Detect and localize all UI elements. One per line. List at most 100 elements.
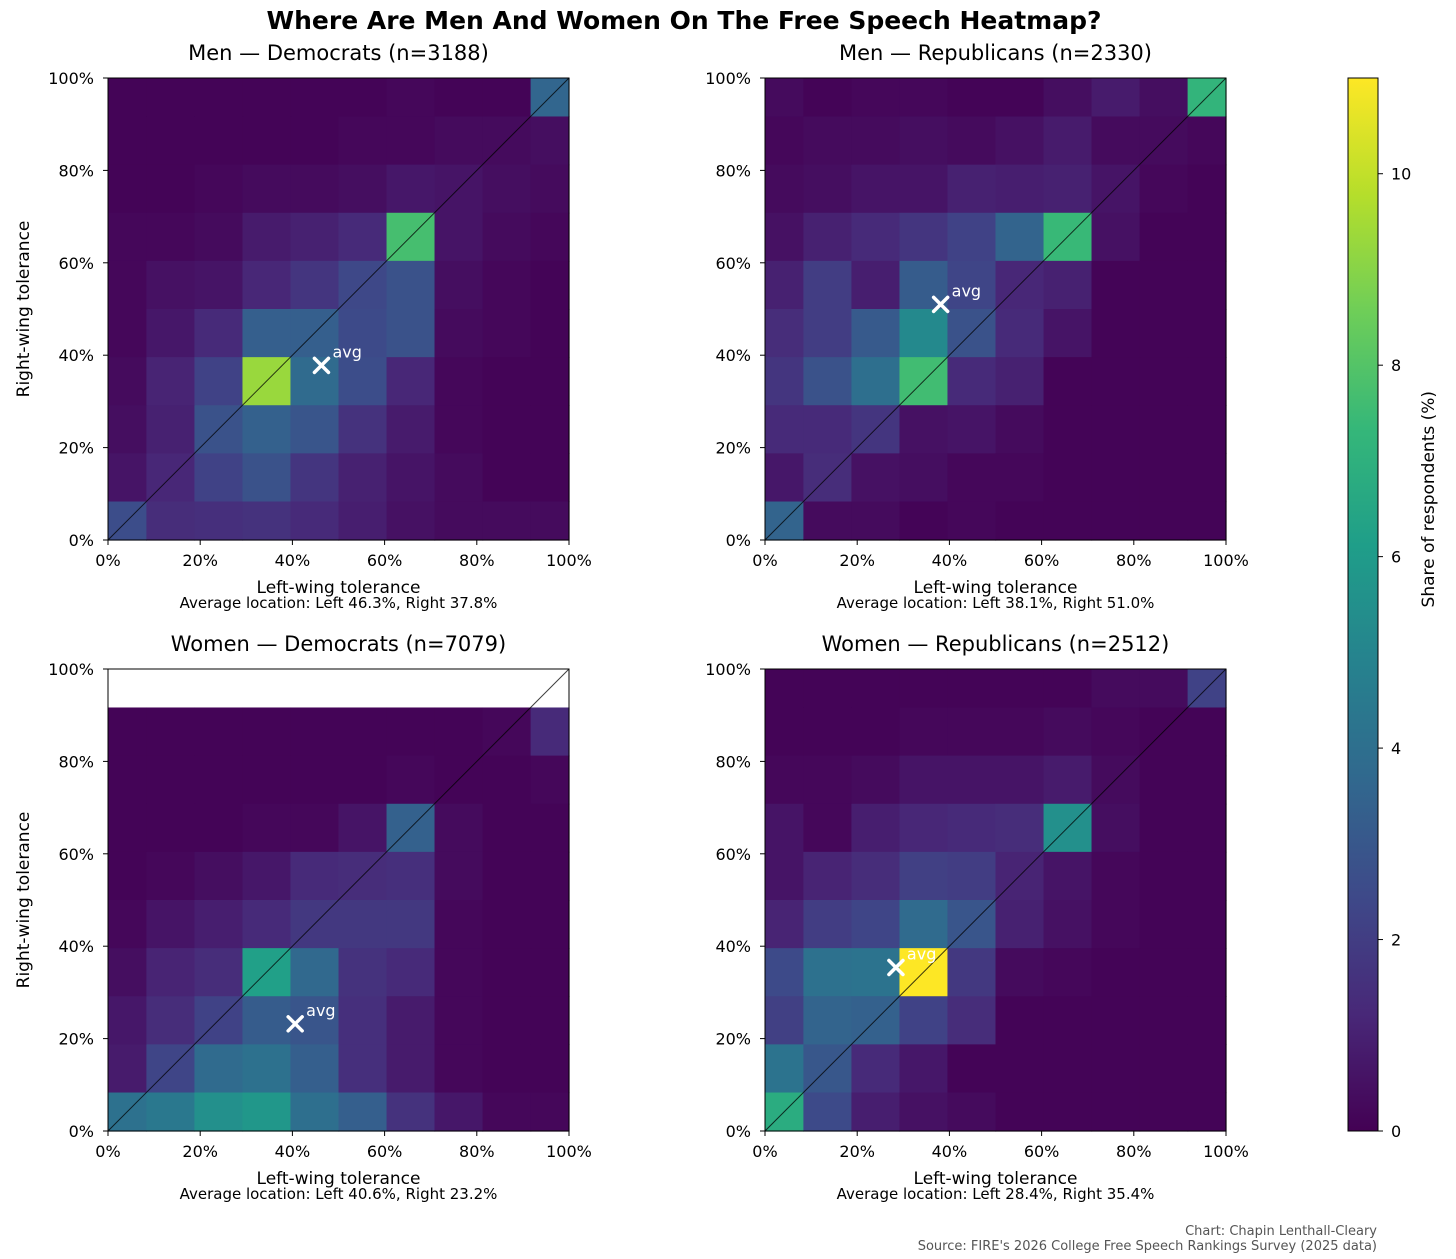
heatmap-cell <box>146 707 196 757</box>
heatmap-cell <box>482 405 532 454</box>
heatmap-cell <box>995 948 1045 997</box>
y-tick-label: 20% <box>715 439 751 458</box>
average-marker-label: avg <box>952 281 981 300</box>
y-tick-label: 60% <box>58 254 94 273</box>
average-marker <box>887 958 905 977</box>
heatmap-cell <box>338 164 388 214</box>
heatmap-cell <box>108 803 148 853</box>
heatmap-cell <box>482 260 532 310</box>
heatmap-cell <box>899 405 949 454</box>
heatmap-cell <box>1091 501 1141 541</box>
heatmap-cell <box>947 357 997 406</box>
heatmap-cell <box>108 78 148 118</box>
heatmap-cell <box>947 948 997 997</box>
heatmap-cell <box>995 501 1045 541</box>
average-marker <box>931 295 950 314</box>
heatmap-cell <box>108 900 148 949</box>
y-axis-label: Right-wing tolerance <box>14 812 34 989</box>
heatmap-cell <box>1043 1092 1093 1132</box>
heatmap-cell <box>290 501 340 541</box>
heatmap-cell <box>1187 707 1227 757</box>
x-tick-label: 20% <box>839 551 875 570</box>
heatmap-cell <box>1187 116 1227 166</box>
heatmap-cell <box>947 501 997 541</box>
heatmap-cell <box>290 707 340 757</box>
heatmap-cell <box>995 164 1045 214</box>
x-tick-label: 80% <box>1116 1142 1152 1161</box>
colorbar-tick-label: 0 <box>1391 1122 1401 1141</box>
heatmap-cell <box>1091 803 1141 853</box>
colorbar-tick-label: 6 <box>1391 548 1401 567</box>
heatmap-cell <box>947 1044 997 1094</box>
heatmap-cell <box>290 1044 340 1094</box>
average-location-text: Average location: Left 38.1%, Right 51.0… <box>837 594 1155 612</box>
heatmap-cell <box>434 260 484 310</box>
heatmap-cell <box>242 212 292 262</box>
heatmap-cell <box>108 851 148 901</box>
heatmap-cell <box>530 755 570 805</box>
heatmap-cell <box>386 405 436 454</box>
heatmap-cell <box>194 309 244 358</box>
heatmap-cell <box>1187 405 1227 454</box>
heatmap-cell <box>1043 755 1093 805</box>
heatmap-cell <box>851 260 901 310</box>
heatmap-cell <box>1043 948 1093 997</box>
y-tick-label: 100% <box>48 660 94 679</box>
axes-frame <box>764 77 1227 541</box>
heatmap-cell <box>338 1092 388 1132</box>
heatmap-cell <box>242 996 292 1045</box>
diagonal-line <box>764 668 1227 1132</box>
heatmap-cell <box>947 212 997 262</box>
heatmap-cell <box>899 803 949 853</box>
heatmap-cell <box>434 1092 484 1132</box>
x-tick-label: 40% <box>932 1142 968 1161</box>
heatmap-cell <box>765 900 805 949</box>
heatmap-cell <box>947 164 997 214</box>
heatmap-cell <box>434 900 484 949</box>
y-tick-label: 80% <box>715 752 751 771</box>
y-tick-label: 0% <box>726 1122 751 1141</box>
heatmap-cell <box>1187 309 1227 358</box>
heatmap-cell <box>851 669 901 709</box>
heatmap-cell <box>1091 405 1141 454</box>
heatmap-cell <box>194 260 244 310</box>
heatmap-cell <box>803 212 853 262</box>
y-tick-label: 60% <box>58 845 94 864</box>
heatmap-cell <box>530 1044 570 1094</box>
heatmap-cell <box>338 212 388 262</box>
heatmap-cell <box>434 116 484 166</box>
heatmap-cell <box>242 164 292 214</box>
heatmap-cell <box>899 900 949 949</box>
heatmap-cell <box>194 900 244 949</box>
heatmap-cell <box>146 116 196 166</box>
heatmap-cell <box>1187 851 1227 901</box>
heatmap-cell <box>899 164 949 214</box>
heatmap-cell <box>995 1044 1045 1094</box>
heatmap-cell <box>1139 501 1189 541</box>
x-tick-label: 40% <box>275 1142 311 1161</box>
heatmap-cell <box>1043 453 1093 503</box>
heatmap-cell <box>146 755 196 805</box>
heatmap-cell <box>386 996 436 1045</box>
heatmap-cell <box>1187 948 1227 997</box>
average-marker-label: avg <box>907 944 936 963</box>
heatmap-cell <box>1091 212 1141 262</box>
heatmap-cell <box>1091 116 1141 166</box>
y-tick-label: 20% <box>715 1030 751 1049</box>
heatmap-cell <box>434 78 484 118</box>
heatmap-cell <box>899 212 949 262</box>
y-tick-label: 40% <box>715 937 751 956</box>
heatmap-cell <box>530 948 570 997</box>
heatmap-cell <box>530 851 570 901</box>
heatmap-cell <box>194 116 244 166</box>
panels: Men — Democrats (n=3188) 0% 20% 40% 60% 80% 10… <box>14 41 1249 1203</box>
heatmap-cell <box>242 803 292 853</box>
heatmap-cell <box>1187 1044 1227 1094</box>
heatmap-cell <box>530 309 570 358</box>
heatmap-cell <box>146 948 196 997</box>
heatmap-cell <box>290 453 340 503</box>
heatmap-cell <box>899 1092 949 1132</box>
credit-chart: Chart: Chapin Lenthall-Cleary <box>1185 1224 1377 1239</box>
panel-title: Men — Democrats (n=3188) <box>188 41 489 65</box>
